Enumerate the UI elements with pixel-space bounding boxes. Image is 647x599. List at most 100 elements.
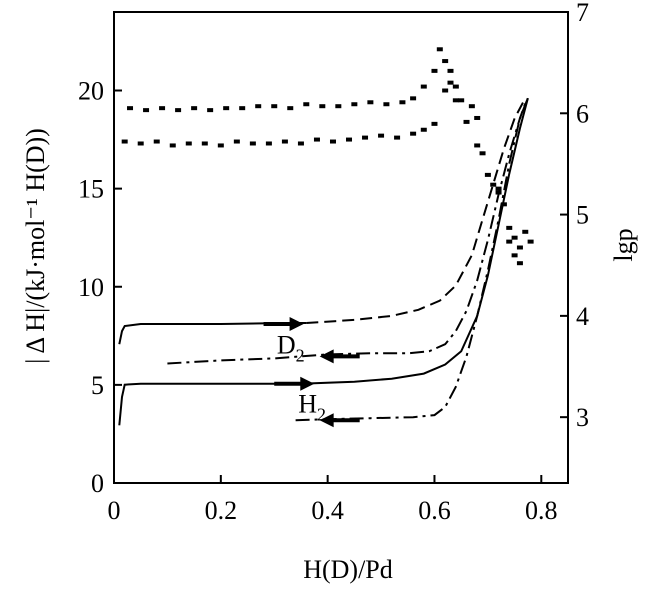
data-point: [281, 139, 288, 144]
series-line-5: [306, 97, 527, 324]
data-point: [506, 239, 513, 244]
series-line-7: [167, 102, 527, 365]
y-right-tick-label: 3: [576, 403, 589, 432]
data-point: [522, 229, 529, 234]
x-tick-label: 0.4: [311, 496, 344, 525]
data-point: [420, 127, 427, 132]
y-left-tick-label: 20: [78, 77, 104, 106]
data-point: [511, 235, 518, 240]
data-point: [351, 102, 358, 107]
data-point: [297, 141, 304, 146]
data-point: [207, 108, 214, 113]
data-point: [516, 245, 523, 250]
data-point: [436, 47, 443, 52]
y-left-tick-label: 10: [78, 273, 104, 302]
data-point: [463, 119, 470, 124]
data-point: [185, 141, 192, 146]
data-point: [431, 68, 438, 73]
data-point: [201, 141, 208, 146]
data-point: [367, 100, 374, 105]
data-point: [121, 139, 128, 144]
y-left-tick-label: 5: [91, 371, 104, 400]
data-point: [313, 137, 320, 142]
data-point: [383, 102, 390, 107]
data-point: [319, 104, 326, 109]
data-point: [442, 59, 449, 64]
y-right-tick-label: 6: [576, 99, 589, 128]
tick-layer: 0 0.2 0.4 0.6 0.8 0 5 10 15 20 3 4 5 6 7: [78, 0, 589, 525]
data-point: [442, 88, 449, 93]
data-point: [399, 100, 406, 105]
data-point: [127, 106, 134, 111]
data-point: [468, 104, 475, 109]
y-left-tick-label: 15: [78, 175, 104, 204]
y-right-tick-label: 7: [576, 0, 589, 27]
x-tick-label: 0.6: [418, 496, 451, 525]
data-point: [458, 98, 465, 103]
data-point: [249, 141, 256, 146]
series-markers-0: [127, 47, 481, 120]
data-point: [175, 108, 182, 113]
x-axis-title: H(D)/Pd: [303, 555, 393, 584]
data-point: [490, 182, 497, 187]
plot-frame: [113, 11, 569, 484]
data-point: [378, 133, 385, 138]
data-point: [452, 84, 459, 89]
data-point: [410, 131, 417, 136]
y-left-tick-label: 0: [91, 469, 104, 498]
data-point: [479, 151, 486, 156]
data-point: [474, 115, 481, 120]
data-point: [452, 98, 459, 103]
data-point: [420, 84, 427, 89]
data-point: [223, 106, 230, 111]
data-point: [447, 80, 454, 85]
y-right-axis-title: lgp: [609, 228, 638, 261]
data-point: [527, 239, 534, 244]
plot-border: [113, 11, 569, 484]
data-point: [143, 108, 150, 113]
data-point: [159, 106, 166, 111]
data-point: [447, 68, 454, 73]
series-line-3: [118, 97, 529, 426]
data-point: [217, 143, 224, 148]
data-point: [153, 139, 160, 144]
series-markers-1: [121, 80, 502, 191]
arrow-head: [319, 349, 334, 364]
data-point: [303, 102, 310, 107]
data-point: [169, 143, 176, 148]
data-point: [191, 106, 198, 111]
y-right-tick-label: 5: [576, 201, 589, 230]
y-left-axis-title: | Δ H|/(kJ·mol⁻¹ H(D)): [21, 128, 50, 364]
data-point: [516, 261, 523, 266]
series-line-6: [295, 97, 529, 422]
data-point: [329, 139, 336, 144]
data-point: [137, 141, 144, 146]
data-point: [500, 202, 507, 207]
data-point: [233, 139, 240, 144]
x-tick-label: 0.8: [525, 496, 558, 525]
data-point: [484, 172, 491, 177]
data-point: [255, 104, 262, 109]
data-point: [511, 253, 518, 258]
data-point: [335, 104, 342, 109]
data-point: [410, 96, 417, 101]
arrow-head: [289, 316, 304, 331]
y-right-tick-label: 4: [576, 302, 589, 331]
data-point: [346, 137, 353, 142]
series-markers-2: [479, 151, 534, 266]
data-point: [506, 225, 513, 230]
data-point: [431, 121, 438, 126]
data-point: [394, 135, 401, 140]
data-point: [265, 141, 272, 146]
arrow-head: [319, 413, 334, 428]
data-point: [239, 106, 246, 111]
data-point: [474, 143, 481, 148]
data-point: [287, 106, 294, 111]
data-point: [362, 135, 369, 140]
curve-label: D2: [277, 330, 305, 365]
data-point: [271, 104, 278, 109]
arrow-head: [300, 376, 315, 391]
data-point: [495, 186, 502, 191]
